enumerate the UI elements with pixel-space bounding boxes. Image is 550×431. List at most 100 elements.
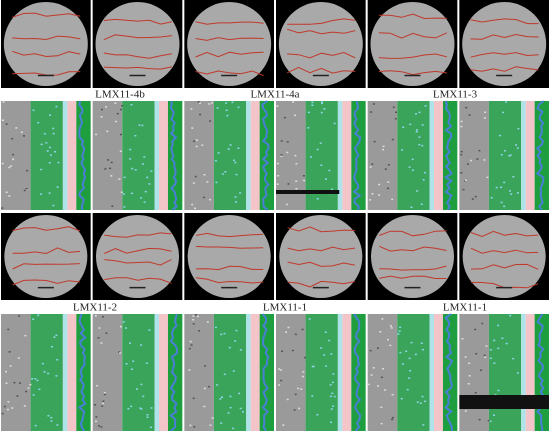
speckle	[277, 175, 280, 177]
speckle	[418, 111, 421, 114]
speckle	[32, 394, 35, 396]
speckle	[50, 420, 53, 422]
speckle	[144, 190, 147, 193]
core-green	[213, 314, 247, 431]
fracture	[378, 53, 448, 59]
fracture	[104, 247, 172, 254]
speckle	[295, 163, 298, 165]
speckle	[398, 330, 401, 332]
speckle	[311, 395, 314, 397]
speckle	[329, 384, 332, 386]
fracture	[378, 13, 447, 20]
speckle	[130, 104, 133, 106]
core-gray	[367, 101, 398, 210]
speckle	[224, 171, 227, 173]
fracture	[287, 246, 355, 252]
core-green	[122, 314, 155, 431]
speckle	[461, 338, 464, 340]
speckle	[189, 340, 192, 343]
speckle	[415, 129, 418, 131]
fracture	[195, 70, 264, 77]
ct-slice	[95, 2, 180, 86]
speckle	[310, 156, 312, 158]
speckle	[132, 360, 135, 362]
speckle	[504, 150, 506, 152]
speckle	[220, 333, 223, 336]
band-pink	[159, 314, 168, 431]
speckle	[100, 116, 103, 118]
speckle	[193, 426, 196, 428]
speckle	[497, 324, 500, 327]
speckle	[382, 368, 385, 370]
band-pink	[250, 314, 260, 431]
core-gray	[459, 101, 489, 210]
fracture	[470, 66, 539, 72]
speckle	[145, 362, 148, 364]
speckle	[1, 207, 4, 209]
speckle	[23, 405, 26, 407]
speckle	[416, 190, 419, 192]
speckle	[420, 342, 423, 344]
speckle	[129, 148, 132, 151]
speckle	[320, 347, 323, 349]
sample-label: LMX11-1	[443, 302, 487, 314]
band-profile	[76, 101, 91, 210]
speckle	[371, 193, 374, 195]
speckle	[8, 351, 11, 353]
speckle	[332, 405, 335, 407]
speckle	[483, 159, 486, 161]
speckle	[291, 349, 294, 352]
speckle	[201, 144, 204, 146]
speckle	[476, 158, 479, 160]
speckle	[286, 151, 289, 154]
speckle	[280, 154, 283, 156]
speckle	[494, 394, 497, 396]
speckle	[401, 149, 404, 151]
speckle	[422, 179, 425, 181]
ct-slice	[371, 215, 454, 298]
speckle	[203, 405, 206, 408]
speckle	[5, 382, 8, 384]
speckle	[330, 408, 333, 410]
speckle	[150, 407, 153, 409]
band-pink	[434, 314, 443, 431]
speckle	[56, 186, 59, 188]
speckle	[484, 111, 487, 113]
speckle	[293, 409, 296, 411]
speckle	[227, 148, 230, 150]
speckle	[102, 400, 105, 402]
fracture	[195, 21, 264, 25]
speckle	[508, 155, 511, 157]
speckle	[311, 104, 314, 106]
speckle	[118, 178, 121, 180]
speckle	[208, 385, 211, 388]
speckle	[391, 394, 394, 396]
speckle	[235, 201, 238, 203]
band-cyan	[521, 101, 526, 210]
speckle	[399, 351, 402, 354]
speckle	[405, 350, 408, 352]
speckle	[188, 369, 191, 371]
band-cyan	[154, 314, 160, 431]
speckle	[394, 118, 397, 120]
core-gray	[92, 101, 123, 210]
speckle	[216, 384, 219, 386]
speckle	[103, 393, 106, 396]
speckle	[489, 357, 492, 359]
speckle	[481, 322, 484, 325]
speckle	[50, 416, 53, 419]
speckle	[192, 315, 195, 317]
speckle	[215, 181, 218, 184]
speckle	[203, 387, 206, 390]
fracture	[378, 32, 448, 39]
band-cyan	[429, 314, 435, 431]
speckle	[382, 148, 384, 151]
profile-line	[261, 100, 270, 211]
speckle	[294, 114, 296, 117]
speckle	[106, 130, 109, 133]
fracture	[195, 232, 264, 238]
speckle	[97, 337, 100, 339]
speckle	[194, 314, 197, 316]
speckle	[509, 314, 512, 317]
profile-line	[353, 313, 362, 431]
